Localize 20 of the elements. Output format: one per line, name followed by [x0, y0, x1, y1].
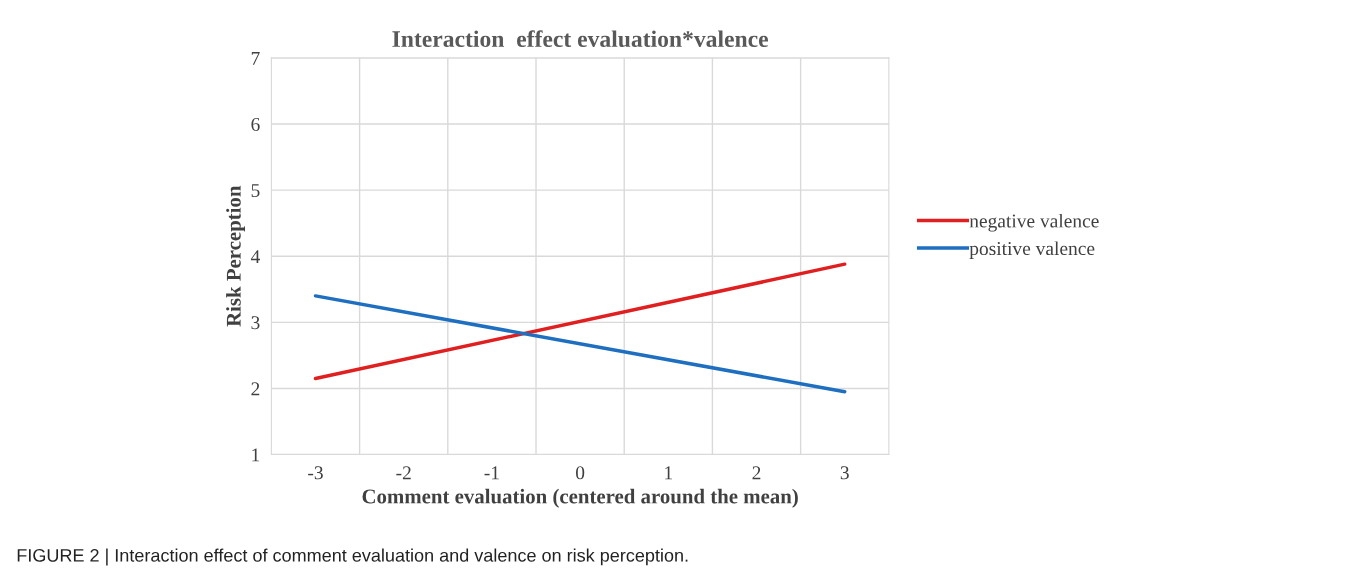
x-tick-label: -3: [308, 466, 323, 480]
y-tick-label: 7: [251, 51, 260, 65]
legend-label: negative valence: [969, 213, 1099, 232]
y-tick-label: 4: [250, 250, 260, 263]
x-tick-label: -1: [484, 466, 499, 480]
x-tick-label: 3: [840, 466, 849, 480]
chart-title: Interaction effect evaluation*valence: [392, 30, 769, 48]
x-tick-label: 2: [752, 466, 761, 480]
y-tick-label: 3: [251, 316, 260, 330]
x-tick-label: -2: [396, 466, 411, 480]
y-tick-label: 5: [251, 184, 260, 198]
legend-label: positive valence: [969, 241, 1095, 260]
y-axis-title: Risk Perception: [226, 185, 246, 327]
x-tick-label: 0: [576, 466, 585, 480]
x-tick-label: 1: [665, 466, 673, 480]
x-axis-title: Comment evaluation (centered around the mean): [362, 488, 798, 508]
caption: FIGURE 2 | Interaction effect of comment evaluation and valence on risk perception.: [17, 548, 688, 566]
y-tick-label: 6: [251, 117, 260, 131]
y-tick-label: 2: [251, 382, 260, 396]
y-tick-label: 1: [252, 448, 260, 462]
